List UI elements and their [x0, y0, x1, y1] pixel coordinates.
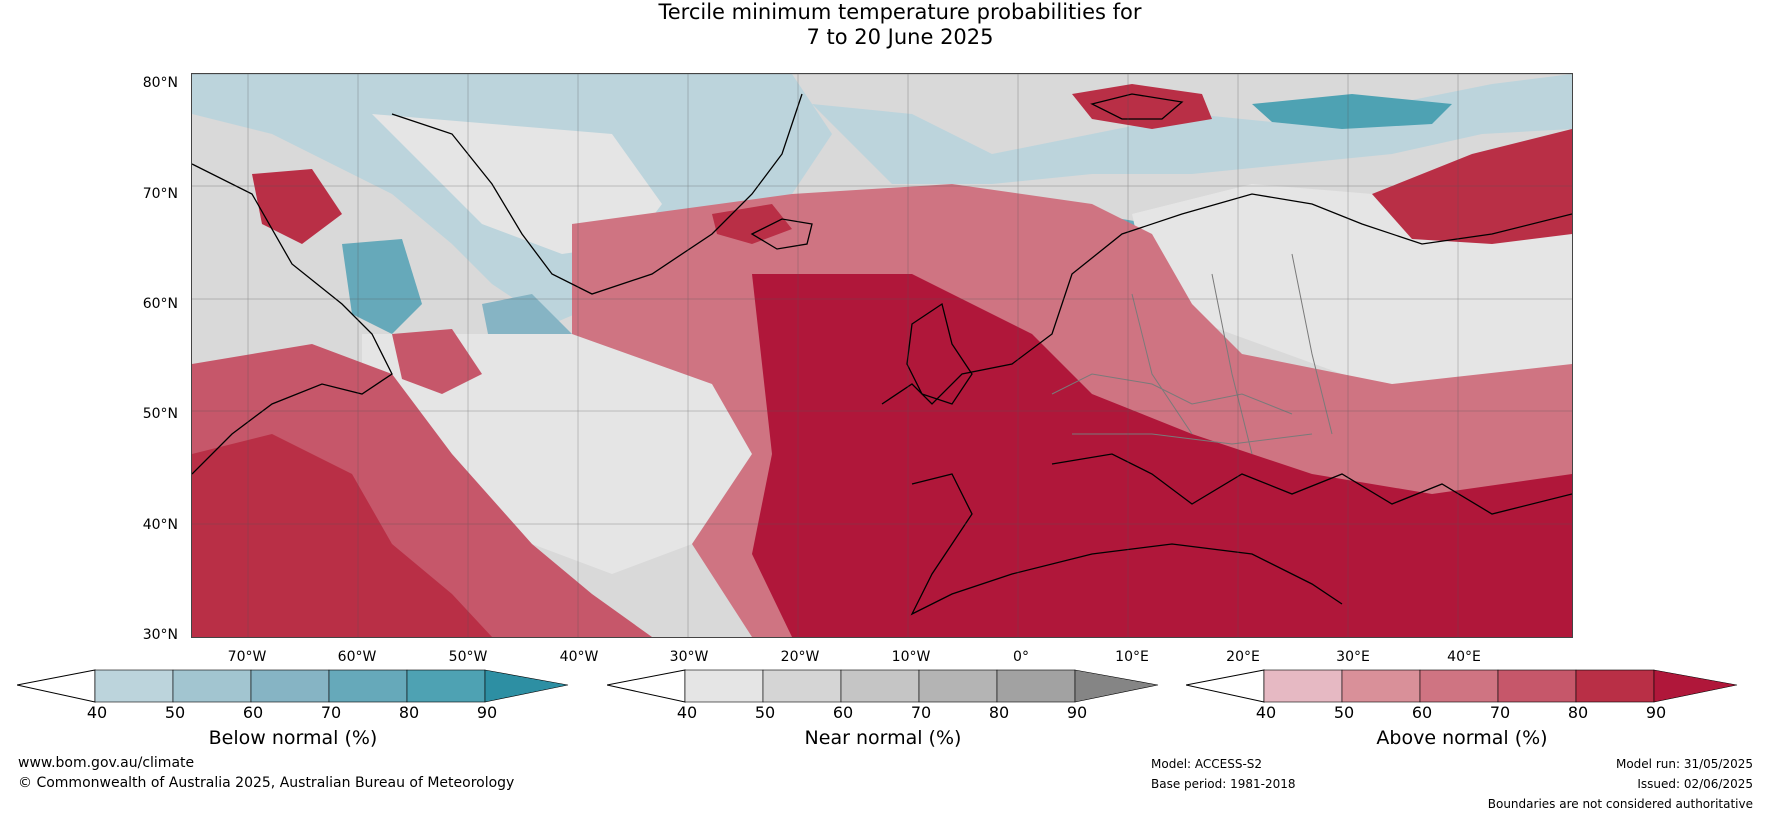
colorbar-tick: 90 — [1066, 703, 1088, 722]
colorbar-swatch — [1653, 669, 1738, 703]
colorbar-tick: 40 — [676, 703, 698, 722]
colorbar-swatch — [172, 669, 252, 703]
coastline-britain — [906, 302, 973, 405]
colorbar-swatch — [406, 669, 486, 703]
below-normal-core-2 — [342, 239, 422, 334]
near-normal-region-atlantic — [362, 334, 752, 574]
colorbar-swatch — [1341, 669, 1421, 703]
lon-label: 60°W — [337, 649, 377, 665]
lat-label: 80°N — [142, 75, 178, 91]
coastline-greenland — [391, 93, 803, 295]
colorbar-tick: 60 — [832, 703, 854, 722]
lon-label: 0° — [1013, 649, 1029, 665]
colorbar-swatch — [1419, 669, 1499, 703]
colorbar-near-normal — [607, 669, 1159, 703]
colorbar-tick: 80 — [988, 703, 1010, 722]
coastline-iberia-africa — [910, 473, 1343, 616]
lat-label: 40°N — [142, 517, 178, 533]
lat-label: 30°N — [142, 627, 178, 643]
graticule — [192, 74, 1572, 637]
above-normal-core-south-west — [192, 434, 492, 637]
website-link[interactable]: www.bom.gov.au/climate — [18, 755, 195, 771]
colorbar-swatch — [762, 669, 842, 703]
colorbar-below-normal — [17, 669, 569, 703]
disclaimer-text: Boundaries are not considered authoritat… — [1487, 797, 1753, 811]
colorbar-title: Below normal (%) — [208, 727, 378, 749]
lon-label: 40°E — [1447, 649, 1481, 665]
map-svg — [192, 74, 1572, 637]
colorbar-tick: 50 — [1333, 703, 1355, 722]
colorbar-tick: 50 — [754, 703, 776, 722]
colorbar-tick: 50 — [164, 703, 186, 722]
colorbar-swatch — [840, 669, 920, 703]
below-normal-region-north-east — [812, 74, 1572, 184]
colorbar-tick: 80 — [398, 703, 420, 722]
lon-label: 10°E — [1115, 649, 1149, 665]
colorbar-above-normal — [1186, 669, 1738, 703]
colorbar-tick: 90 — [1645, 703, 1667, 722]
chart-title: Tercile minimum temperature probabilitie… — [0, 0, 1770, 50]
colorbar-swatch — [918, 669, 998, 703]
coastline-iceland — [750, 218, 813, 250]
forecast-map — [191, 73, 1573, 638]
model-text: Model: ACCESS-S2 — [1151, 757, 1263, 771]
lon-label: 40°W — [559, 649, 599, 665]
colorbar-tick: 70 — [910, 703, 932, 722]
above-normal-region-baffin — [252, 169, 342, 244]
title-line-2: 7 to 20 June 2025 — [806, 25, 994, 49]
colorbar-tick: 90 — [476, 703, 498, 722]
lon-label: 20°W — [780, 649, 820, 665]
colorbar-swatch — [484, 669, 569, 703]
lon-label: 20°E — [1226, 649, 1260, 665]
colorbar-tick: 80 — [1567, 703, 1589, 722]
title-line-1: Tercile minimum temperature probabilitie… — [658, 0, 1142, 24]
colorbar-tick: 70 — [1489, 703, 1511, 722]
copyright-text: © Commonwealth of Australia 2025, Austra… — [18, 775, 515, 791]
base-period-text: Base period: 1981-2018 — [1151, 777, 1296, 791]
colorbar-tick: 60 — [1411, 703, 1433, 722]
colorbar-swatch — [1074, 669, 1159, 703]
above-normal-region-svalbard — [1072, 84, 1212, 129]
near-normal-region-greenland-interior — [372, 114, 662, 254]
colorbar-swatch — [94, 669, 174, 703]
lon-label: 10°W — [891, 649, 931, 665]
lon-label: 30°E — [1336, 649, 1370, 665]
colorbar-tick: 60 — [242, 703, 264, 722]
country-borders — [1051, 253, 1333, 455]
colorbar-swatch — [328, 669, 408, 703]
colorbar-tick: 40 — [86, 703, 108, 722]
above-normal-core-atlantic — [752, 274, 1572, 637]
issued-text: Issued: 02/06/2025 — [1637, 777, 1753, 791]
colorbar-swatch — [1497, 669, 1577, 703]
lon-label: 50°W — [448, 649, 488, 665]
coastline-north-america — [192, 163, 393, 475]
colorbar-swatch — [996, 669, 1076, 703]
coastline-svalbard — [1090, 93, 1184, 120]
colorbar-swatch — [1575, 669, 1655, 703]
coastline-europe — [881, 193, 1572, 405]
colorbar-tick: 70 — [320, 703, 342, 722]
above-normal-region-labrador — [392, 329, 482, 394]
above-normal-region-russia-north — [1372, 129, 1572, 244]
lon-label: 30°W — [669, 649, 709, 665]
lat-label: 70°N — [142, 186, 178, 202]
colorbar-title: Above normal (%) — [1376, 727, 1548, 749]
model-run-text: Model run: 31/05/2025 — [1615, 757, 1753, 771]
colorbar-title: Near normal (%) — [804, 727, 962, 749]
colorbar-tick: 40 — [1255, 703, 1277, 722]
lat-label: 50°N — [142, 406, 178, 422]
below-normal-core-1 — [1252, 94, 1452, 129]
lat-label: 60°N — [142, 296, 178, 312]
coastline-mediterranean — [1051, 453, 1572, 515]
colorbar-swatch — [1263, 669, 1343, 703]
colorbar-swatch — [684, 669, 764, 703]
lon-label: 70°W — [227, 649, 267, 665]
colorbar-swatch — [250, 669, 330, 703]
